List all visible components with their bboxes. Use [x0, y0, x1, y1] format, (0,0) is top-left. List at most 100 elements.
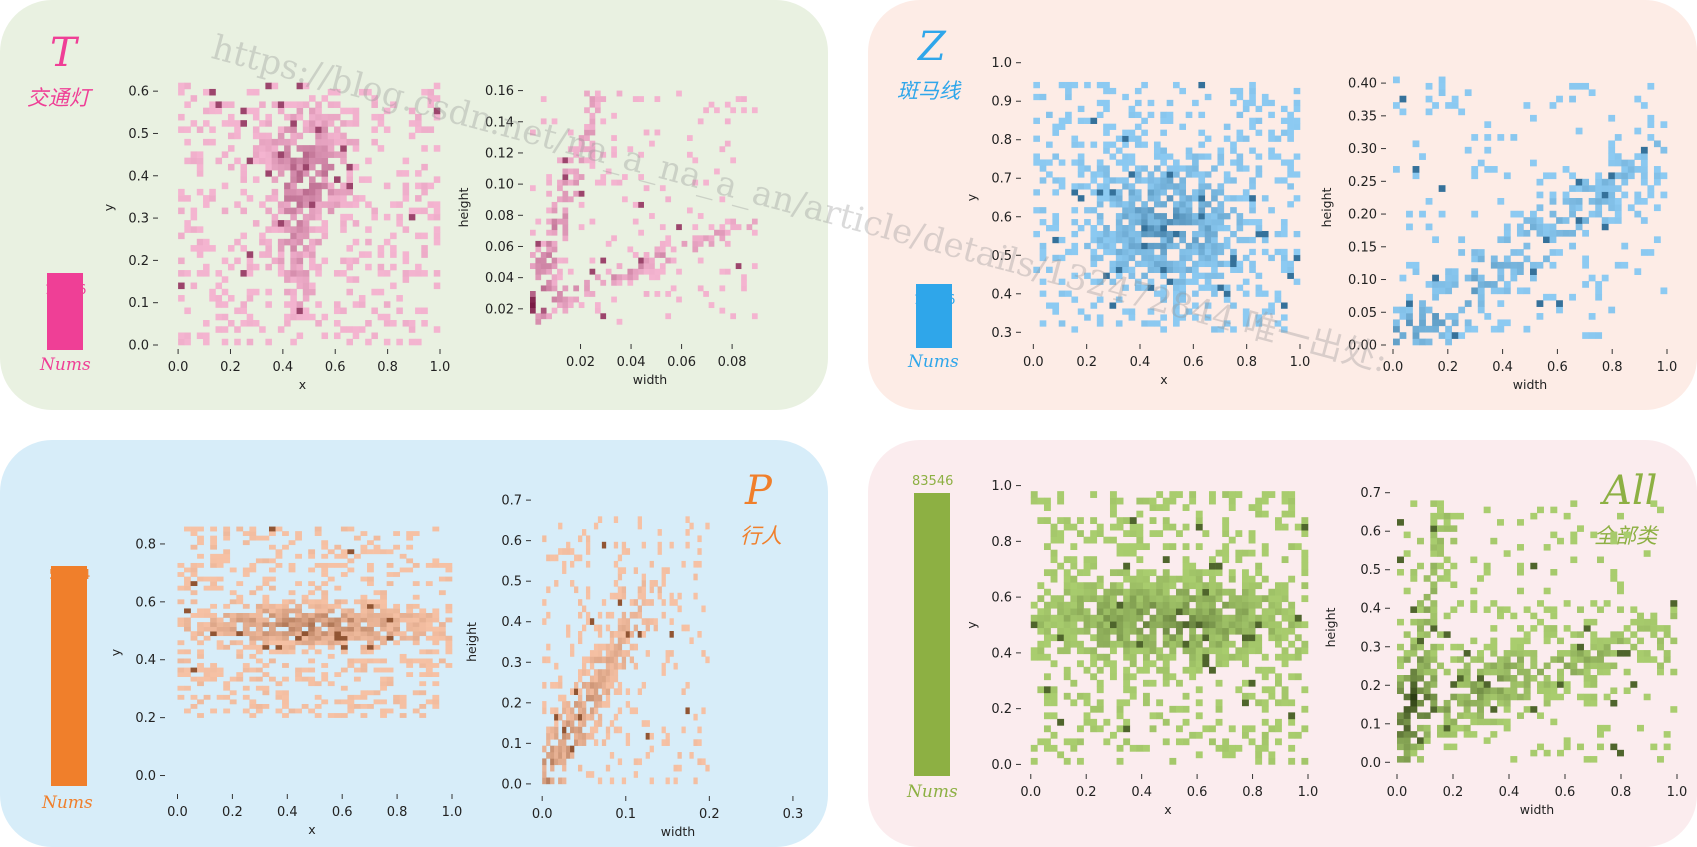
heatmap-cell [719, 235, 726, 242]
heatmap-cell [1103, 242, 1110, 250]
heatmap-cell [229, 599, 237, 605]
heatmap-cell [327, 138, 335, 146]
heatmap-cell [327, 163, 335, 171]
heatmap-cell [597, 681, 603, 689]
heatmap-cell [1185, 171, 1193, 178]
heatmap-cell [1490, 255, 1498, 263]
heatmap-cell [1650, 618, 1658, 626]
heatmap-cell [1058, 320, 1066, 327]
heatmap-cell [346, 257, 353, 265]
heatmap-cell [546, 586, 551, 594]
heatmap-cell [1608, 114, 1616, 122]
heatmap-cell [654, 96, 661, 103]
heatmap-cell [1281, 497, 1289, 505]
heatmap-cell [1281, 699, 1289, 707]
heatmap-cell [367, 649, 374, 655]
heatmap-cell [1288, 601, 1296, 609]
heatmap-cell [681, 726, 686, 734]
heatmap-cell [1147, 177, 1155, 184]
heatmap-cell [209, 88, 216, 96]
heatmap-cell [1071, 141, 1079, 148]
heatmap-cell [609, 669, 615, 676]
heatmap-cell [210, 663, 218, 668]
heatmap-cell [1582, 332, 1590, 339]
heatmap-cell [371, 126, 378, 133]
heatmap-cell [1147, 219, 1155, 226]
heatmap-cell [1423, 656, 1431, 663]
heatmap-cell [1195, 621, 1203, 629]
heatmap-cell [352, 120, 360, 127]
heatmap-cell [190, 567, 198, 573]
heatmap-cell [365, 157, 372, 165]
heatmap-cell [1149, 621, 1157, 629]
heatmap-cell [625, 637, 631, 645]
heatmap-cell [234, 257, 241, 265]
heatmap-cell [1550, 656, 1558, 663]
heatmap-cell [1043, 614, 1051, 622]
heatmap-cell [284, 226, 291, 233]
heatmap-cell [1430, 519, 1438, 526]
heatmap-cell [1215, 608, 1223, 616]
heatmap-cell [1179, 278, 1187, 285]
heatmap-cell [627, 268, 634, 275]
heatmap-cell [259, 326, 266, 333]
heatmap-cell [1563, 625, 1571, 632]
heatmap-cell [373, 603, 381, 609]
heatmap-cell [589, 162, 596, 169]
heatmap-cell [535, 268, 542, 275]
heatmap-cell [1483, 687, 1491, 695]
heatmap-cell [178, 338, 185, 346]
heatmap-cell [550, 707, 555, 715]
heatmap-cell [1657, 625, 1664, 632]
heatmap-cell [665, 291, 672, 297]
heatmap-cell [1043, 621, 1051, 629]
heatmap-cell [1608, 217, 1616, 224]
heatmap-cell [184, 126, 191, 133]
heatmap-cell [1301, 647, 1309, 655]
heatmap-cell [1242, 219, 1250, 226]
heatmap-cell [1202, 647, 1210, 655]
heatmap-cell [1228, 627, 1236, 635]
heatmap-cell [1287, 165, 1294, 172]
heatmap-cell [340, 195, 347, 202]
heatmap-cell [1450, 724, 1458, 732]
heatmap-cell [1043, 504, 1051, 511]
heatmap-cell [242, 663, 250, 668]
heatmap-cell [229, 622, 237, 627]
heatmap-cell [419, 663, 427, 668]
heatmap-cell [573, 168, 580, 175]
heatmap-cell [1192, 272, 1199, 279]
heatmap-cell [562, 168, 569, 175]
heatmap-cell [1057, 621, 1065, 629]
heatmap-cell [1169, 621, 1177, 629]
heatmap-cell [242, 694, 250, 700]
heatmap-cell [1274, 634, 1282, 642]
heatmap-cell [601, 656, 607, 664]
heatmap-cell [262, 599, 270, 605]
heatmap-cell [380, 708, 387, 714]
heatmap-cell [210, 581, 218, 587]
heatmap-cell [1483, 668, 1491, 676]
heatmap-cell [1202, 660, 1210, 668]
heatmap-cell [1128, 266, 1136, 273]
heatmap-cell [321, 313, 329, 321]
heatmap-cell [1281, 523, 1289, 531]
heatmap-cell [581, 701, 587, 708]
heatmap-cell [433, 282, 441, 290]
heatmap-cell [1128, 213, 1136, 220]
heatmap-cell [1288, 757, 1296, 765]
heatmap-cell [209, 195, 216, 202]
heatmap-cell [1033, 93, 1040, 101]
heatmap-cell [1595, 172, 1603, 180]
heatmap-cell [399, 703, 407, 709]
y-tick-label: 0.1 [1360, 717, 1381, 732]
heatmap-cell [578, 599, 583, 606]
heatmap-cell [1162, 582, 1170, 590]
heatmap-cell [209, 188, 216, 196]
heatmap-cell [1076, 640, 1084, 648]
heatmap-cell [1249, 248, 1256, 256]
heatmap-cell [621, 662, 627, 670]
heatmap-cell [1070, 601, 1078, 609]
heatmap-cell [1497, 134, 1505, 141]
heatmap-cell [1149, 601, 1157, 609]
